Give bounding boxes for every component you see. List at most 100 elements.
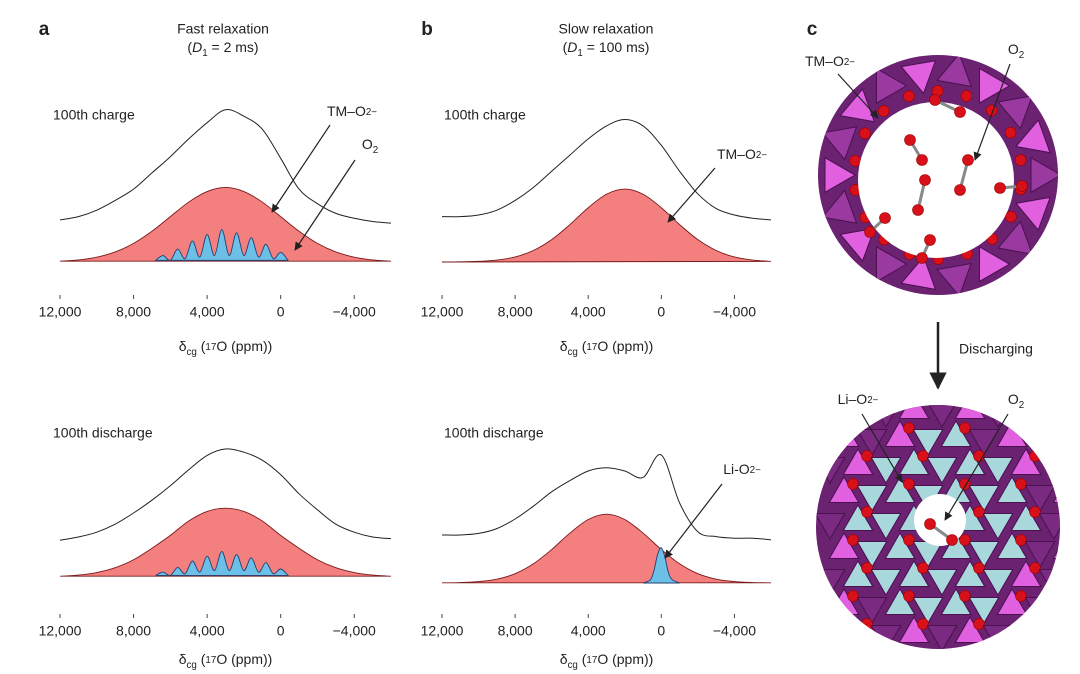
polyhedron [926, 456, 958, 484]
structure-label: TM–O2− [805, 53, 855, 69]
chart-title: 100th discharge [53, 425, 153, 441]
polyhedron [870, 568, 902, 596]
process-label: Discharging [959, 341, 1033, 357]
polyhedron [1038, 405, 1060, 428]
polyhedron [1010, 560, 1042, 588]
polyhedron [996, 532, 1028, 560]
polyhedron [982, 512, 1014, 540]
atom [917, 450, 929, 462]
atom [1014, 154, 1027, 166]
atom [1029, 405, 1041, 406]
x-tick-label: 8,000 [116, 623, 151, 639]
x-tick-label: 4,000 [571, 623, 606, 639]
x-tick-label: 12,000 [39, 623, 82, 639]
fit-area [642, 547, 680, 584]
atom [847, 590, 859, 602]
text-part: TM–O [717, 146, 756, 162]
atom [973, 618, 985, 630]
text-part: 17 [586, 655, 597, 666]
atom [847, 534, 859, 546]
text-part: O (ppm)) [597, 338, 653, 354]
atom [959, 534, 971, 546]
structure-label: O2 [1008, 41, 1024, 61]
text-part: 1 [577, 48, 582, 59]
polyhedron [816, 512, 846, 540]
polyhedron [1015, 196, 1051, 231]
atom [1029, 618, 1041, 630]
text-part: 2− [366, 107, 377, 118]
text-part: ( [197, 651, 206, 667]
x-axis-label: δcg (17O (ppm)) [560, 651, 654, 671]
annotation-arrow [271, 124, 331, 213]
text-part: δ [560, 651, 568, 667]
x-tick-label: −4,000 [333, 623, 376, 639]
atom [912, 204, 924, 216]
structure-panel [816, 55, 1080, 649]
polyhedron [1024, 596, 1056, 624]
text-part: cg [186, 660, 196, 671]
atom [859, 127, 871, 140]
text-part: 2 [373, 145, 378, 156]
atom [903, 590, 915, 602]
annotation-arrow [667, 167, 716, 223]
polyhedron [940, 532, 972, 560]
atom [1015, 422, 1027, 434]
polyhedron [996, 475, 1028, 504]
annotation-arrow [944, 413, 1009, 521]
atom [847, 478, 859, 490]
atom [929, 94, 941, 106]
text-part: cg [567, 660, 577, 671]
text-part: 2− [750, 465, 761, 476]
text-part: δ [560, 338, 568, 354]
text-part: 2− [756, 150, 767, 161]
atom [903, 90, 915, 103]
polyhedron [996, 588, 1028, 616]
text-part: 17 [586, 342, 597, 353]
atom [1072, 423, 1080, 434]
text-part: ( [578, 338, 587, 354]
x-axis-label: δcg (17O (ppm)) [560, 338, 654, 358]
polyhedron [936, 55, 972, 88]
polyhedron [884, 419, 916, 448]
polyhedron [839, 88, 876, 123]
atom [904, 134, 916, 146]
text-part: = 2 ms) [208, 39, 259, 55]
polyhedron [1024, 484, 1056, 512]
polyhedron [968, 596, 1000, 624]
atom [1029, 562, 1041, 574]
text-part: D [567, 39, 577, 55]
text-part: TM–O [327, 103, 366, 119]
polyhedron [884, 588, 916, 616]
atom [861, 506, 873, 518]
fit-area [441, 513, 772, 584]
x-tick-label: −4,000 [713, 304, 756, 320]
structure-label: Li–O2− [838, 391, 879, 407]
polyhedron [954, 447, 986, 476]
polyhedron [912, 428, 944, 456]
x-tick-label: −4,000 [713, 623, 756, 639]
atom [903, 478, 915, 490]
atom [960, 90, 973, 102]
x-tick-label: −4,000 [333, 304, 376, 320]
x-tick-label: 4,000 [190, 304, 225, 320]
text-part: O (ppm)) [216, 651, 272, 667]
panel-label: b [421, 19, 433, 40]
polyhedron [940, 588, 972, 616]
text-part: cg [186, 347, 196, 358]
polyhedron [912, 596, 944, 624]
x-tick-label: 4,000 [571, 304, 606, 320]
atom [1029, 506, 1041, 518]
text-part: δ [179, 651, 187, 667]
polyhedron [856, 484, 888, 512]
polyhedron [978, 245, 1011, 283]
text-part: Li-O [723, 461, 750, 477]
polyhedron [816, 624, 846, 649]
panel-label: a [39, 19, 50, 40]
polyhedron [875, 67, 908, 105]
polyhedron [982, 568, 1014, 596]
atom [861, 562, 873, 574]
x-tick-label: 0 [277, 304, 285, 320]
atom [1029, 450, 1041, 462]
polyhedron [842, 447, 874, 476]
x-tick-label: 0 [277, 623, 285, 639]
